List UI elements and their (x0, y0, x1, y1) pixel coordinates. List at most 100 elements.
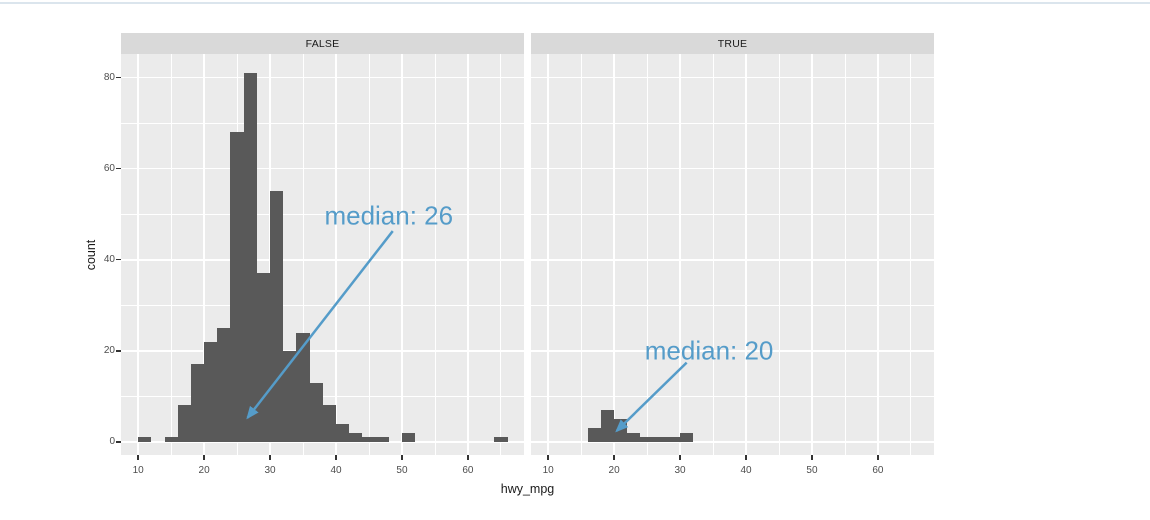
x-major-gridline (613, 54, 615, 455)
facet-strip-label: FALSE (305, 37, 340, 50)
histogram-bar (243, 73, 257, 442)
y-tick-label: 0 (109, 436, 115, 448)
histogram-bar (190, 364, 205, 442)
median-annotation: median: 26 (324, 200, 454, 231)
y-major-gridline (121, 441, 524, 443)
histogram-bar (600, 409, 615, 442)
histogram-bar (494, 437, 508, 442)
x-minor-gridline (580, 54, 582, 455)
y-major-gridline (531, 441, 934, 443)
histogram-bar (164, 437, 178, 442)
y-tick-mark (116, 350, 121, 352)
x-tick-mark (137, 455, 139, 460)
x-tick-mark (811, 455, 813, 460)
y-tick-mark (116, 441, 121, 443)
y-tick-mark (116, 76, 121, 79)
y-tick-mark (116, 258, 121, 261)
x-major-gridline (401, 54, 403, 455)
histogram-bar (336, 423, 350, 442)
x-tick-label: 30 (674, 465, 686, 476)
x-tick-label: 40 (330, 465, 342, 476)
histogram-bar (230, 132, 244, 442)
y-tick-label: 60 (103, 163, 115, 175)
y-tick-label: 20 (103, 345, 115, 357)
facet-strip-label: TRUE (717, 37, 748, 50)
y-major-gridline (121, 76, 524, 79)
y-major-gridline (531, 258, 934, 261)
x-tick-mark (613, 455, 615, 460)
x-minor-gridline (910, 54, 912, 455)
x-tick-mark (679, 455, 681, 460)
histogram-bar (270, 191, 284, 442)
y-minor-gridline (121, 213, 524, 215)
x-tick-mark (877, 455, 879, 460)
x-tick-label: 60 (872, 465, 884, 476)
x-major-gridline (745, 54, 747, 455)
x-major-gridline (335, 54, 337, 455)
y-major-gridline (121, 349, 524, 352)
y-major-gridline (531, 76, 934, 79)
x-minor-gridline (712, 54, 714, 455)
histogram-bar (322, 405, 337, 442)
x-major-gridline (547, 54, 549, 455)
x-major-gridline (137, 54, 139, 455)
x-minor-gridline (646, 54, 648, 455)
y-minor-gridline (531, 213, 934, 215)
y-tick-mark (116, 167, 121, 170)
x-tick-mark (335, 455, 337, 460)
histogram-bar (680, 432, 694, 442)
x-major-gridline (679, 54, 681, 455)
histogram-bar (283, 350, 297, 442)
histogram-bar (627, 432, 641, 442)
y-major-gridline (531, 349, 934, 352)
x-tick-label: 50 (396, 465, 408, 476)
x-major-gridline (467, 54, 469, 455)
x-tick-mark (269, 455, 271, 460)
y-minor-gridline (121, 122, 524, 124)
histogram-bar (640, 437, 654, 442)
x-major-gridline (877, 54, 879, 455)
histogram-bar (204, 341, 218, 442)
histogram-bar (138, 437, 152, 442)
x-tick-mark (401, 455, 403, 460)
y-major-gridline (121, 258, 524, 261)
top-divider-line (0, 2, 1150, 4)
histogram-bar (177, 405, 191, 442)
histogram-bar (587, 428, 601, 442)
histogram-bar (666, 437, 681, 442)
facet-strip: TRUE (531, 33, 934, 54)
x-minor-gridline (434, 54, 436, 455)
y-major-gridline (121, 167, 524, 170)
histogram-bar (349, 432, 363, 442)
x-tick-label: 30 (264, 465, 276, 476)
y-tick-label: 80 (103, 72, 115, 84)
y-minor-gridline (531, 395, 934, 397)
y-minor-gridline (121, 304, 524, 306)
histogram-bar (653, 437, 667, 442)
x-tick-label: 10 (132, 465, 144, 476)
x-tick-label: 50 (806, 465, 818, 476)
x-tick-label: 20 (198, 465, 210, 476)
x-axis-title: hwy_mpg (500, 482, 555, 496)
x-tick-label: 10 (542, 465, 554, 476)
x-tick-mark (547, 455, 549, 460)
histogram-bar (401, 432, 416, 442)
histogram-bar (309, 382, 323, 442)
y-minor-gridline (531, 122, 934, 124)
histogram-bar (256, 273, 271, 442)
facet-strip: FALSE (121, 33, 524, 54)
histogram-bar (362, 437, 376, 442)
x-minor-gridline (500, 54, 502, 455)
x-tick-label: 20 (608, 465, 620, 476)
x-tick-mark (745, 455, 747, 460)
histogram-bar (375, 437, 389, 442)
x-minor-gridline (170, 54, 172, 455)
y-major-gridline (531, 167, 934, 170)
x-major-gridline (811, 54, 813, 455)
x-tick-label: 40 (740, 465, 752, 476)
x-minor-gridline (844, 54, 846, 455)
x-tick-mark (203, 455, 205, 460)
histogram-bar (614, 419, 628, 442)
facet-panel (531, 54, 934, 455)
